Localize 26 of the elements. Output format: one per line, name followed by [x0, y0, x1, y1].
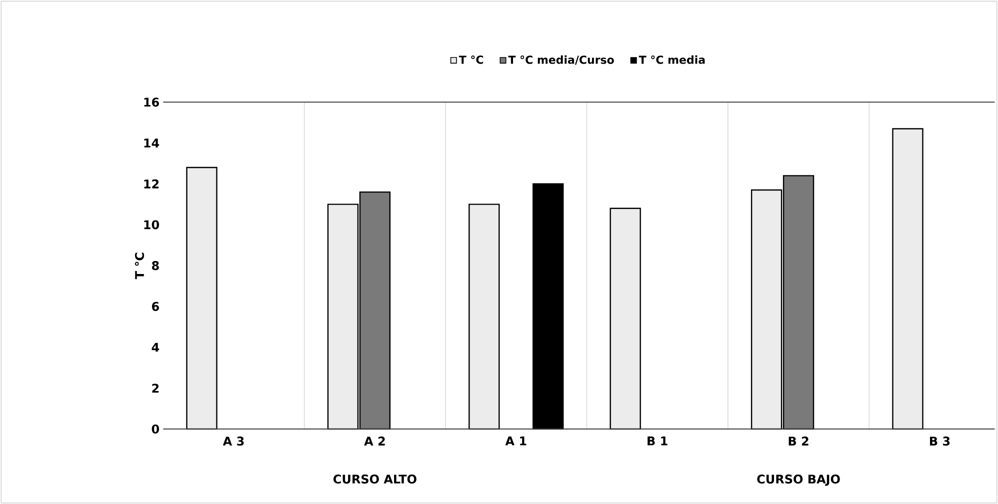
y-tick-label: 16: [144, 98, 159, 107]
bar: [186, 166, 218, 430]
y-tick-label: 2: [152, 384, 159, 393]
bar: [610, 208, 641, 430]
y-tick-label: 0: [152, 424, 160, 434]
bar: [892, 128, 924, 430]
y-tick-label: 10: [144, 220, 160, 230]
legend-label: T °C media: [638, 55, 705, 64]
x-tick-label: B 1: [648, 436, 668, 446]
y-tick-label: 12: [144, 179, 159, 188]
text: CURSO ALTO: [333, 474, 416, 484]
y-tick-label: 14: [144, 138, 160, 148]
x-tick-label: A 1: [505, 436, 526, 446]
x-tick-label: A 3: [222, 436, 244, 446]
x-tick-label: B 3: [930, 436, 950, 446]
x-tick-label: B 2: [788, 436, 808, 446]
legend-label: T °C: [458, 55, 484, 64]
legend-label: T °C media/Curso: [508, 55, 614, 65]
y-axis-title: T °C: [134, 252, 144, 280]
y-tick-label: 6: [152, 302, 159, 311]
y-tick-label: 8: [152, 260, 159, 270]
bar: [468, 204, 500, 430]
x-tick-label: A 2: [364, 436, 385, 446]
bar: [532, 183, 564, 430]
text: CURSO BAJO: [757, 474, 840, 486]
y-tick-label: 4: [152, 342, 160, 352]
